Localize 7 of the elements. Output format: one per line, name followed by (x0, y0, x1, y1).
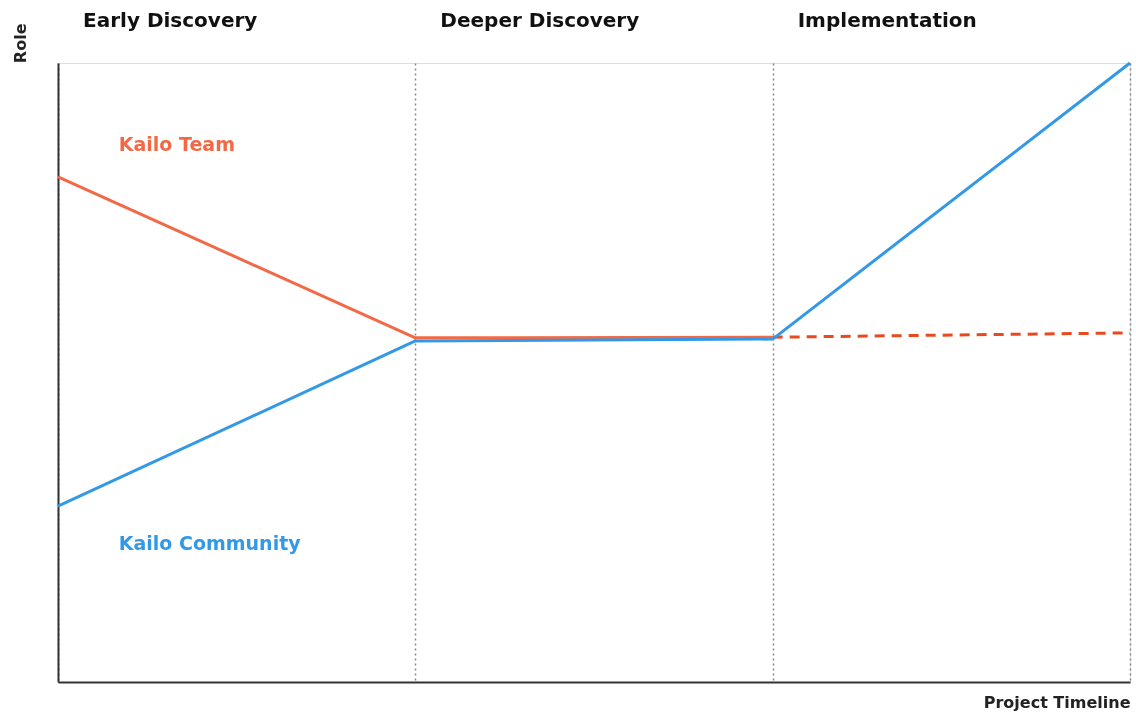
text: Implementation (797, 8, 977, 32)
x-axis-title: Project Timeline (983, 692, 1131, 712)
text: Deeper Discovery (440, 8, 640, 32)
text: Kailo Community (118, 532, 302, 555)
y-axis-title: Role (10, 23, 30, 64)
text: Early Discovery (83, 8, 258, 32)
text: Kailo Team (118, 132, 235, 155)
